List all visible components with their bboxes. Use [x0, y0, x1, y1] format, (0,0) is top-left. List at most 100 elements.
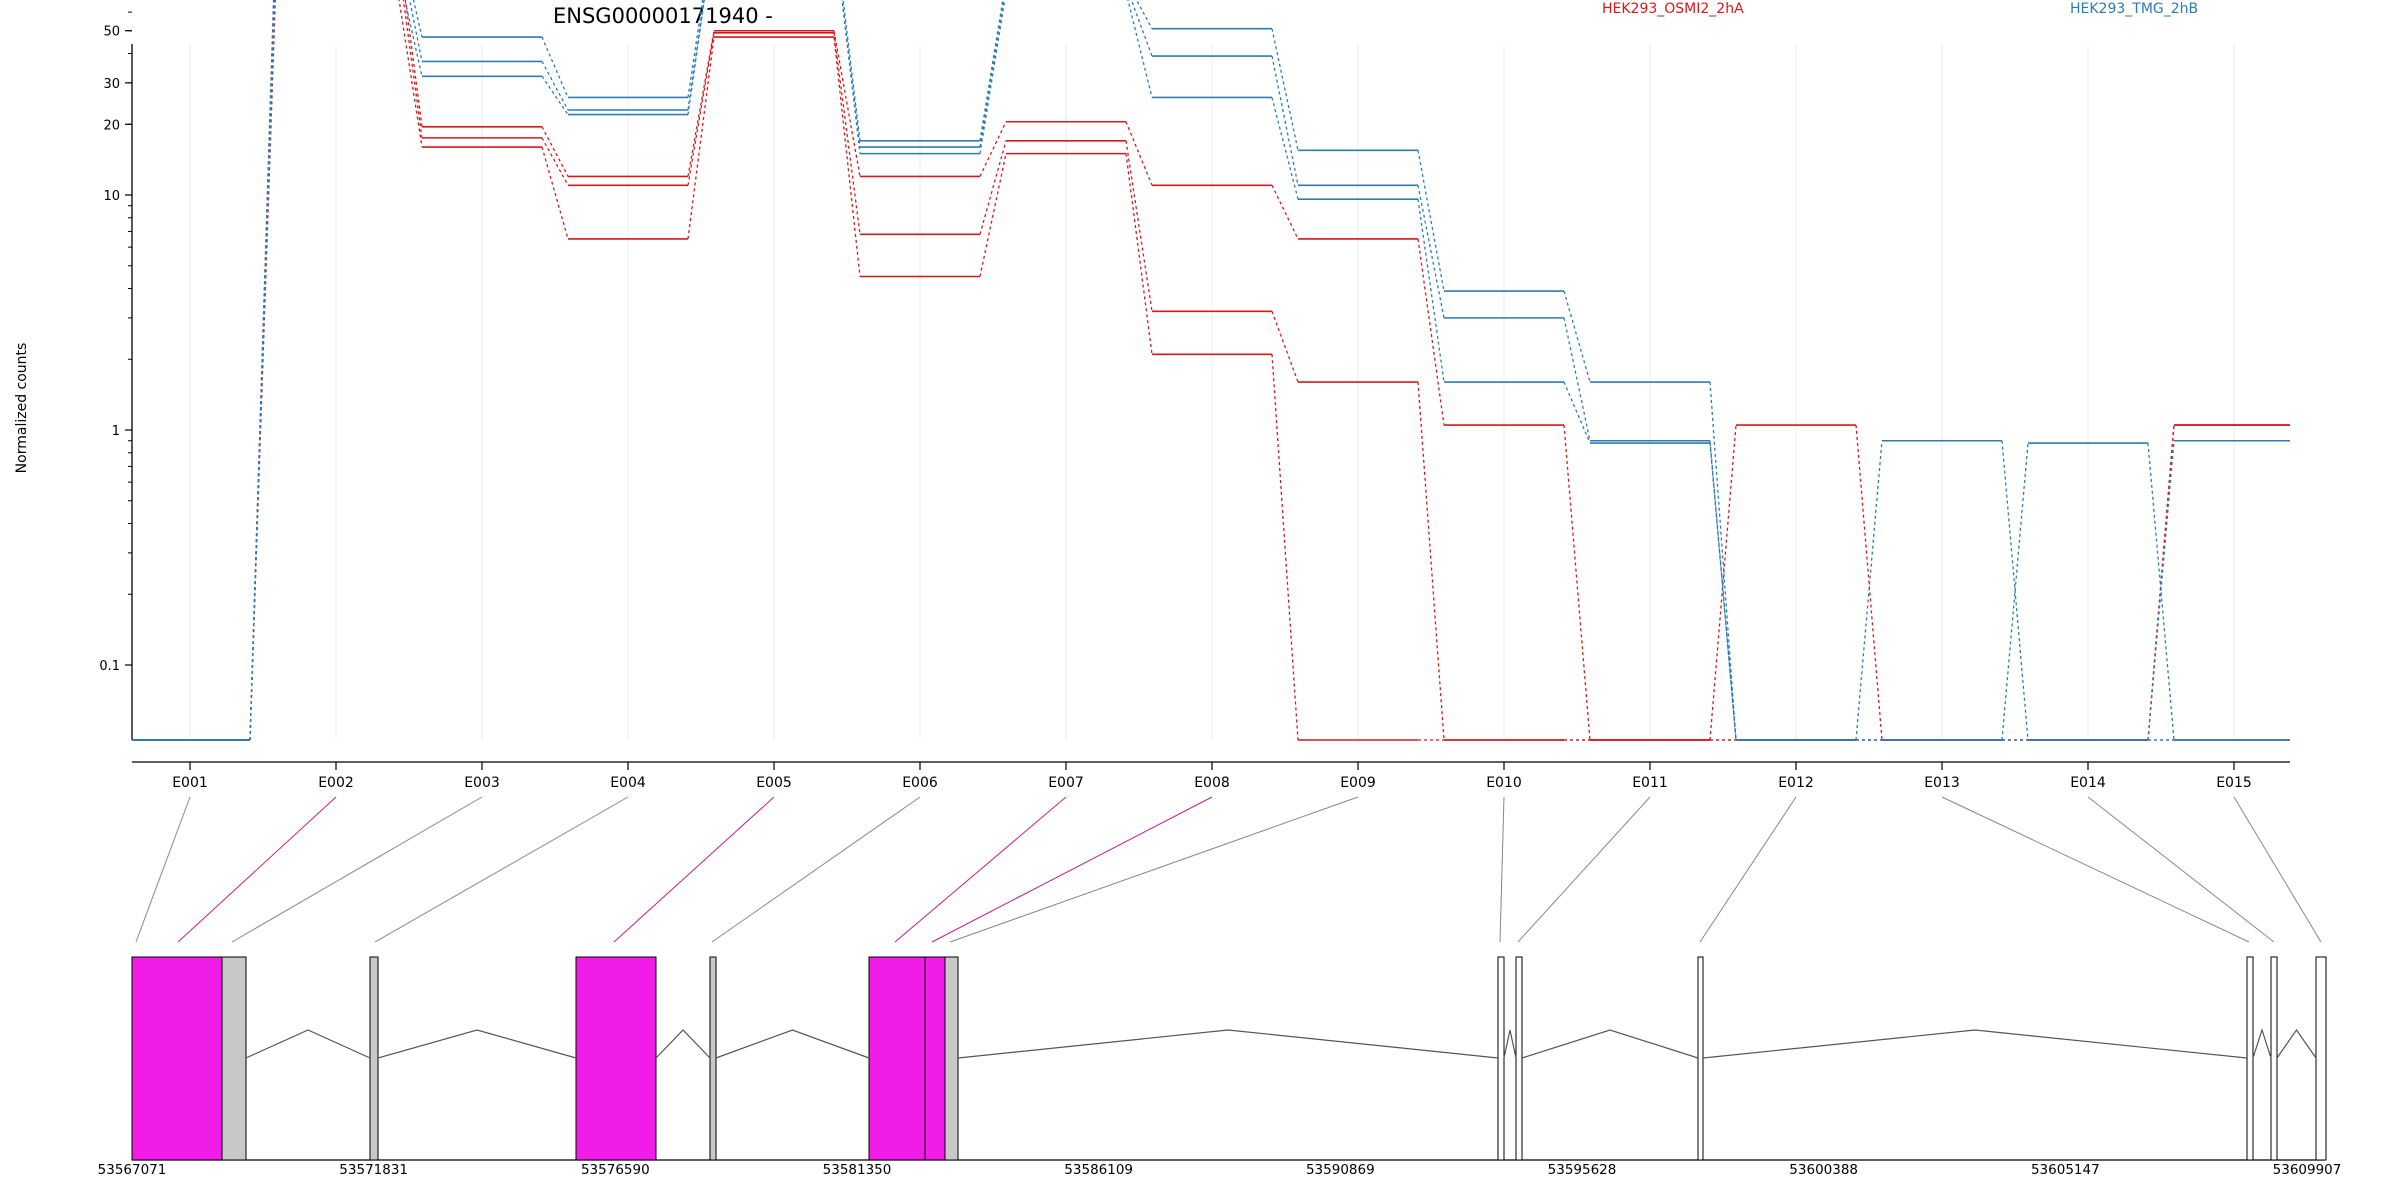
series-connector [1417, 199, 1445, 383]
x-tick-label: E006 [902, 775, 938, 791]
exon-box [1497, 956, 1505, 1161]
exon-connector [949, 796, 1359, 943]
series-connector [1709, 381, 1737, 741]
intron-line [245, 1029, 371, 1059]
series-connector [1709, 440, 1737, 741]
series-connector [1125, 140, 1153, 312]
series-connector [2147, 440, 2175, 741]
exon-box [924, 956, 946, 1161]
exon-box [369, 956, 379, 1161]
exon-box [2246, 956, 2254, 1161]
series-connector [1271, 184, 1299, 240]
series-connector [1855, 424, 1883, 741]
series-connector [1417, 238, 1445, 426]
genomic-coordinate-label: 53605147 [2031, 1162, 2100, 1178]
series-connector [2147, 442, 2175, 741]
y-tick-label: 30 [103, 77, 120, 92]
axes: 0.1110203050100E001E002E003E004E005E006E… [99, 11, 2290, 791]
intron-line [715, 1029, 870, 1059]
exon-connector [894, 796, 1067, 943]
series-connector [1271, 311, 1299, 383]
x-tick-label: E001 [172, 775, 208, 791]
y-tick-label: 50 [103, 25, 120, 40]
series-connector [1125, 153, 1153, 355]
series-5 [132, 0, 2290, 741]
series-connector [249, 0, 275, 741]
intron-line [1702, 1029, 2248, 1059]
series-connector [1125, 121, 1153, 186]
series-connector [541, 146, 569, 240]
series-connector [541, 137, 569, 186]
exon-box [1697, 956, 1704, 1161]
series-connector [541, 36, 569, 98]
series-connector [1417, 381, 1445, 741]
legend-item-tmg: HEK293_TMG_2hB [2070, 1, 2198, 17]
series-2 [132, 0, 2290, 741]
exon-connector [613, 796, 775, 943]
series-connector [1855, 440, 1883, 741]
series-connector [2001, 442, 2029, 741]
exon-connector [931, 796, 1213, 943]
intron-line [957, 1029, 1499, 1059]
series-connector [409, 0, 423, 62]
exon-box [2315, 956, 2327, 1161]
series-connector [1271, 354, 1299, 741]
series-connector [541, 61, 569, 111]
series-connector [541, 126, 569, 177]
x-tick-label: E013 [1924, 775, 1960, 791]
genomic-coordinate-label: 53576590 [581, 1162, 650, 1178]
series-connector [1563, 290, 1591, 383]
x-tick-label: E014 [2070, 775, 2106, 791]
intron-line [2276, 1028, 2317, 1059]
series-connector [833, 30, 861, 177]
intron-line [655, 1029, 711, 1059]
x-tick-label: E011 [1632, 775, 1668, 791]
exon-box [709, 956, 717, 1161]
series-connector [687, 30, 715, 177]
series-connector [249, 0, 276, 741]
intron-line [2252, 1028, 2272, 1059]
exon-connector [1499, 796, 1505, 943]
exon-box [575, 956, 657, 1161]
genomic-coordinate-label: 53609907 [2273, 1162, 2342, 1178]
x-tick-label: E012 [1778, 775, 1814, 791]
x-tick-label: E003 [464, 775, 500, 791]
series-connector [1271, 97, 1299, 200]
exon-box [2270, 956, 2278, 1161]
series-connector [249, 0, 275, 741]
x-tick-label: E010 [1486, 775, 1522, 791]
series-connector [1127, 0, 1153, 98]
series-connector [249, 0, 275, 741]
x-tick-label: E008 [1194, 775, 1230, 791]
exon-connector [374, 796, 629, 943]
series-layer [132, 0, 2290, 741]
series-connector [833, 32, 861, 235]
intron-line [1521, 1029, 1699, 1059]
series-connector [412, 0, 423, 38]
series-connector [1417, 185, 1445, 319]
exon-connector [1941, 796, 2250, 943]
series-connector [979, 153, 1007, 277]
exon-connector [2087, 796, 2275, 943]
series-connector [398, 0, 423, 148]
series-connector [979, 140, 1007, 235]
series-connector [1130, 0, 1153, 57]
series-connector [979, 121, 1007, 177]
x-tick-label: E005 [756, 775, 792, 791]
intron-line [1503, 1029, 1517, 1059]
y-tick-label: 10 [103, 189, 120, 204]
series-connector [841, 0, 861, 154]
series-connector [249, 0, 275, 741]
x-tick-label: E009 [1340, 775, 1376, 791]
genomic-coordinate-label: 53571831 [339, 1162, 408, 1178]
series-connector [687, 32, 715, 186]
series-connector [1563, 424, 1591, 741]
exon-box [868, 956, 926, 1161]
exon-connector [135, 796, 191, 943]
y-tick-label: 1 [112, 424, 120, 439]
series-connector [1271, 28, 1299, 151]
series-connector [1563, 381, 1591, 444]
intron-line [377, 1029, 577, 1059]
series-connector [842, 0, 861, 141]
